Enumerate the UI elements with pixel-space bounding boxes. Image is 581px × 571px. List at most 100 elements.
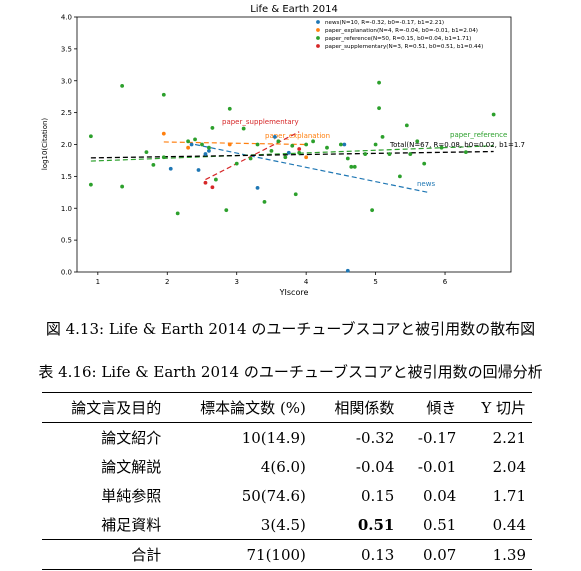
- data-point: [193, 137, 197, 142]
- data-point: [491, 112, 496, 117]
- legend-marker: [316, 20, 320, 24]
- y-tick-label: 3.5: [61, 45, 72, 53]
- data-point: [387, 152, 392, 156]
- chart-legend: news(N=10, R=-0.32, b0=-0.17, b1=2.21) pa…: [316, 20, 483, 50]
- data-point: [404, 123, 409, 128]
- data-point: [175, 211, 180, 216]
- y-tick-label: 3.0: [61, 77, 72, 85]
- cell-count: 3(4.5): [260, 515, 306, 534]
- data-point: [342, 142, 347, 147]
- y-tick-label: 0.5: [61, 237, 72, 245]
- data-point: [345, 156, 350, 161]
- y-tick-label: 1.5: [61, 173, 72, 181]
- data-point: [380, 134, 385, 139]
- legend-entry: news(N=10, R=-0.32, b0=-0.17, b1=2.21): [325, 20, 444, 26]
- data-point: [241, 126, 246, 131]
- regression-line-label: news: [417, 180, 435, 188]
- chart-title: Life & Earth 2014: [250, 4, 338, 15]
- data-point: [203, 152, 208, 156]
- data-point: [439, 145, 444, 150]
- cell-count: 71(100): [246, 545, 306, 564]
- data-point: [304, 142, 309, 147]
- cell-correlation: 0.13: [360, 545, 395, 564]
- legend-marker: [316, 36, 320, 40]
- data-point: [189, 142, 194, 147]
- x-axis-label: YIscore: [279, 288, 309, 297]
- data-point: [161, 92, 166, 97]
- y-tick-label: 4.0: [61, 14, 72, 22]
- cell-correlation: 0.51: [357, 515, 395, 534]
- regression-line: [90, 145, 494, 162]
- data-point: [88, 134, 93, 139]
- table-row: 単純参照 50(74.6) 0.15 0.04 1.71: [42, 481, 532, 510]
- regression-line-label: paper_supplementary: [222, 118, 299, 126]
- data-point: [349, 164, 354, 169]
- data-point: [290, 143, 295, 148]
- data-point: [269, 148, 274, 153]
- data-point: [210, 185, 215, 190]
- header-sample-count: 標本論文数 (%): [200, 399, 306, 417]
- x-tick-label: 2: [165, 278, 169, 286]
- header-slope: 傾き: [426, 399, 457, 417]
- cell-slope: 0.04: [422, 486, 457, 505]
- data-point: [352, 164, 357, 169]
- data-point: [207, 145, 211, 150]
- data-point: [224, 208, 229, 213]
- x-tick-label: 6: [443, 278, 448, 286]
- cell-slope: -0.17: [417, 428, 457, 447]
- cell-intercept: 2.21: [492, 428, 526, 447]
- regression-lines: news paper_explanation paper_reference pape…: [90, 118, 525, 193]
- data-point: [200, 142, 204, 147]
- data-point: [255, 185, 260, 190]
- data-point: [227, 106, 232, 111]
- y-tick-label: 0.0: [61, 269, 72, 277]
- scatter-chart: Life & Earth 2014 YIscore log10(Citation…: [41, 4, 525, 297]
- legend-entry: paper_supplementary(N=3, R=0.51, b0=0.51…: [325, 44, 483, 50]
- table-row: 論文解説 4(6.0) -0.04 -0.01 2.04: [42, 452, 532, 481]
- regression-line-label: paper_reference: [450, 131, 507, 139]
- table-total-row: 合計 71(100) 0.13 0.07 1.39: [42, 539, 532, 570]
- cell-count: 10(14.9): [241, 428, 306, 447]
- data-point: [186, 145, 191, 150]
- data-point: [151, 163, 156, 167]
- data-point: [293, 192, 298, 197]
- data-point: [408, 152, 413, 156]
- data-point: [373, 142, 378, 147]
- data-point: [203, 180, 208, 185]
- cell-slope: 0.07: [422, 545, 457, 564]
- cell-count: 4(6.0): [260, 457, 306, 476]
- cell-slope: -0.01: [417, 457, 457, 476]
- axis-ticks: 1 2 3 4 5 6 0.0 0.5 1.0 1.5 2.0 2.5 3.0 3.5 4.0: [61, 14, 448, 287]
- data-point: [273, 134, 277, 139]
- data-point: [463, 150, 468, 155]
- cell-purpose: 補足資料: [101, 516, 162, 534]
- y-tick-label: 2.0: [61, 141, 72, 149]
- y-tick-label: 1.0: [61, 205, 72, 213]
- data-point: [186, 139, 191, 144]
- x-tick-label: 3: [234, 278, 238, 286]
- data-point: [415, 139, 420, 144]
- data-point: [161, 131, 166, 136]
- data-point: [161, 155, 166, 160]
- legend-entry: paper_reference(N=50, R=0.15, b0=0.04, b…: [325, 36, 471, 42]
- data-point: [297, 147, 302, 151]
- data-point: [255, 142, 260, 147]
- total-regression-line: [90, 150, 494, 159]
- legend-marker: [316, 28, 320, 32]
- x-tick-label: 4: [304, 278, 309, 286]
- y-axis-label: log10(Citation): [41, 118, 49, 171]
- data-point: [286, 150, 291, 155]
- data-point: [120, 83, 125, 88]
- data-point: [370, 208, 375, 213]
- x-tick-label: 1: [96, 278, 100, 286]
- cell-intercept: 0.44: [492, 515, 526, 534]
- cell-correlation: 0.15: [360, 486, 395, 505]
- data-point: [283, 155, 288, 160]
- data-point: [397, 174, 402, 179]
- data-point: [227, 142, 232, 147]
- data-point: [210, 126, 215, 130]
- cell-intercept: 2.04: [492, 457, 526, 476]
- cell-purpose: 論文紹介: [101, 429, 162, 447]
- figure-caption: 図 4.13: Life & Earth 2014 のユーチューブスコアと被引用…: [45, 320, 536, 338]
- data-point: [248, 156, 253, 161]
